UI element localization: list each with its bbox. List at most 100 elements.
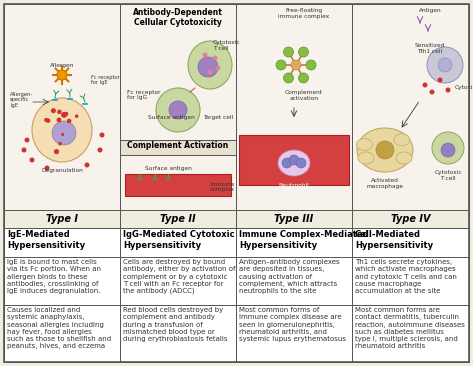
- Text: Cells are destroyed by bound
antibody, either by activation of
complement or by : Cells are destroyed by bound antibody, e…: [123, 259, 236, 295]
- Ellipse shape: [44, 165, 50, 171]
- Text: Surface antigen: Surface antigen: [148, 116, 195, 120]
- Ellipse shape: [97, 147, 103, 153]
- Ellipse shape: [57, 70, 67, 80]
- Ellipse shape: [198, 57, 218, 77]
- Ellipse shape: [276, 60, 286, 70]
- Ellipse shape: [202, 52, 208, 57]
- Bar: [236, 4, 352, 210]
- Ellipse shape: [65, 112, 68, 115]
- Ellipse shape: [29, 157, 35, 163]
- Ellipse shape: [438, 78, 443, 82]
- Text: IgE is bound to mast cells
via its Fc portion. When an
allergen binds to these
a: IgE is bound to mast cells via its Fc po…: [7, 259, 101, 294]
- Text: Fc receptor
for IgE: Fc receptor for IgE: [91, 75, 120, 85]
- Bar: [352, 228, 469, 257]
- Ellipse shape: [422, 82, 428, 87]
- Text: Complement Activation: Complement Activation: [127, 141, 228, 150]
- Ellipse shape: [75, 115, 79, 118]
- Bar: [120, 228, 236, 257]
- Ellipse shape: [61, 133, 64, 136]
- Bar: [236, 305, 352, 362]
- Bar: [352, 257, 469, 305]
- Bar: [120, 305, 236, 362]
- Text: Surface antigen: Surface antigen: [145, 166, 192, 171]
- Ellipse shape: [283, 47, 294, 57]
- Bar: [4, 257, 120, 305]
- Ellipse shape: [58, 142, 62, 146]
- Ellipse shape: [432, 132, 464, 164]
- Text: Type I: Type I: [46, 214, 78, 224]
- Text: Neutrophil: Neutrophil: [279, 183, 309, 188]
- Ellipse shape: [306, 60, 316, 70]
- Ellipse shape: [52, 121, 76, 145]
- Ellipse shape: [396, 152, 412, 164]
- Ellipse shape: [356, 138, 372, 150]
- Bar: [352, 210, 469, 228]
- Text: IgG-Mediated Cytotoxic
Hypersensitivity: IgG-Mediated Cytotoxic Hypersensitivity: [123, 230, 235, 250]
- Ellipse shape: [156, 88, 200, 132]
- Ellipse shape: [394, 134, 410, 146]
- Text: Immune
complex: Immune complex: [210, 182, 235, 193]
- Ellipse shape: [208, 70, 212, 75]
- Bar: [120, 140, 236, 155]
- Ellipse shape: [438, 58, 452, 72]
- Bar: [120, 210, 236, 228]
- Ellipse shape: [188, 41, 232, 89]
- Ellipse shape: [441, 143, 455, 157]
- Bar: [236, 210, 352, 228]
- Text: Allergen: Allergen: [50, 63, 74, 68]
- Text: Causes localized and
systemic anaphylaxis,
seasonal allergies including
hay feve: Causes localized and systemic anaphylaxi…: [7, 307, 111, 349]
- Text: Allergen-
specific
IgE: Allergen- specific IgE: [10, 92, 33, 108]
- Ellipse shape: [216, 66, 220, 71]
- Text: Cytotoxic
T cell: Cytotoxic T cell: [213, 40, 241, 51]
- Ellipse shape: [51, 108, 56, 113]
- Ellipse shape: [298, 47, 308, 57]
- Text: Activated
macrophage: Activated macrophage: [367, 178, 403, 189]
- Bar: [4, 4, 120, 210]
- Text: Antigen: Antigen: [419, 8, 442, 13]
- Bar: [120, 257, 236, 305]
- Ellipse shape: [212, 56, 218, 60]
- Text: Red blood cells destroyed by
complement and antibody
during a transfusion of
mis: Red blood cells destroyed by complement …: [123, 307, 228, 342]
- Ellipse shape: [358, 152, 374, 164]
- Ellipse shape: [44, 118, 48, 122]
- Text: Antibody-Dependent
Cellular Cytotoxicity: Antibody-Dependent Cellular Cytotoxicity: [133, 8, 223, 27]
- Ellipse shape: [67, 119, 71, 123]
- Text: Complement
activation: Complement activation: [285, 90, 323, 101]
- Text: Most common forms are
contact dermatitis, tuberculin
reaction, autoimmune diseas: Most common forms are contact dermatitis…: [355, 307, 465, 349]
- Bar: [236, 257, 352, 305]
- Text: Antigen–antibody complexes
are deposited in tissues,
causing activation of
compl: Antigen–antibody complexes are deposited…: [239, 259, 340, 294]
- Ellipse shape: [427, 47, 463, 83]
- Text: Th1 cells secrete cytokines,
which activate macrophages
and cytotoxic T cells an: Th1 cells secrete cytokines, which activ…: [355, 259, 457, 294]
- Text: Most common forms of
immune complex disease are
seen in glomerulonephritis,
rheu: Most common forms of immune complex dise…: [239, 307, 346, 342]
- Ellipse shape: [296, 158, 306, 168]
- Text: Cytokines: Cytokines: [455, 86, 473, 90]
- Ellipse shape: [278, 150, 310, 176]
- Ellipse shape: [25, 138, 29, 142]
- Text: Immune Complex-Mediated
Hypersensitivity: Immune Complex-Mediated Hypersensitivity: [239, 230, 368, 250]
- Text: Type II: Type II: [160, 214, 196, 224]
- Bar: [236, 228, 352, 257]
- Ellipse shape: [169, 101, 187, 119]
- Ellipse shape: [57, 117, 61, 122]
- Bar: [120, 4, 236, 210]
- Ellipse shape: [65, 113, 68, 116]
- Ellipse shape: [283, 73, 294, 83]
- Ellipse shape: [291, 60, 301, 70]
- Ellipse shape: [46, 118, 50, 123]
- Text: Free-floating
immune complex: Free-floating immune complex: [279, 8, 330, 19]
- Ellipse shape: [429, 90, 435, 94]
- Bar: [4, 210, 120, 228]
- Bar: [125, 174, 231, 196]
- Ellipse shape: [57, 109, 61, 114]
- Ellipse shape: [85, 163, 89, 168]
- Ellipse shape: [298, 73, 308, 83]
- Bar: [239, 135, 349, 185]
- Ellipse shape: [54, 149, 59, 154]
- Ellipse shape: [32, 98, 92, 162]
- Bar: [4, 305, 120, 362]
- Text: Sensitized
Tth1 cell: Sensitized Tth1 cell: [415, 43, 445, 54]
- Bar: [352, 305, 469, 362]
- Ellipse shape: [61, 112, 67, 118]
- Text: Type III: Type III: [274, 214, 314, 224]
- Ellipse shape: [21, 147, 26, 153]
